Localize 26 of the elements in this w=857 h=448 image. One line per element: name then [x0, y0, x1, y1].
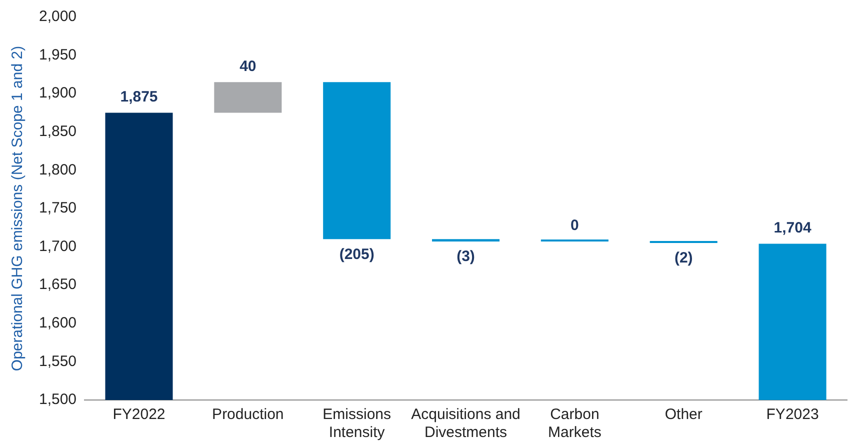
data-label: 1,875 [120, 88, 158, 106]
y-tick-label: 1,700 [38, 238, 77, 255]
x-tick-label: Other [664, 406, 702, 424]
data-label: (205) [339, 246, 374, 263]
x-tick-label: Emissions Intensity [322, 406, 392, 442]
data-label: 0 [570, 217, 579, 234]
y-tick-label: 1,950 [38, 46, 77, 64]
y-tick-label: 1,750 [38, 200, 77, 217]
x-tick-label: FY2023 [766, 406, 819, 424]
y-tick-label: 1,500 [38, 391, 77, 408]
data-label: (3) [456, 248, 475, 266]
data-label: (2) [674, 250, 693, 267]
y-tick-label: 1,800 [38, 161, 77, 178]
y-tick-label: 1,600 [38, 314, 77, 332]
data-label: 40 [240, 58, 256, 75]
y-tick-label: 1,550 [38, 352, 77, 370]
x-tick-label: Production [212, 406, 284, 424]
y-tick-label: 1,850 [38, 123, 77, 140]
y-tick-label: 1,900 [38, 84, 77, 102]
x-tick-label: Carbon Markets [548, 406, 602, 442]
data-label: 1,704 [774, 219, 812, 236]
x-tick-label: FY2022 [112, 406, 166, 424]
y-tick-label: 2,000 [38, 8, 77, 26]
x-tick-label: Acquisitions and Divestments [411, 406, 520, 442]
y-axis-title: Operational GHG emissions (Net Scope 1 and 2) [9, 46, 26, 372]
y-tick-label: 1,650 [38, 276, 77, 294]
